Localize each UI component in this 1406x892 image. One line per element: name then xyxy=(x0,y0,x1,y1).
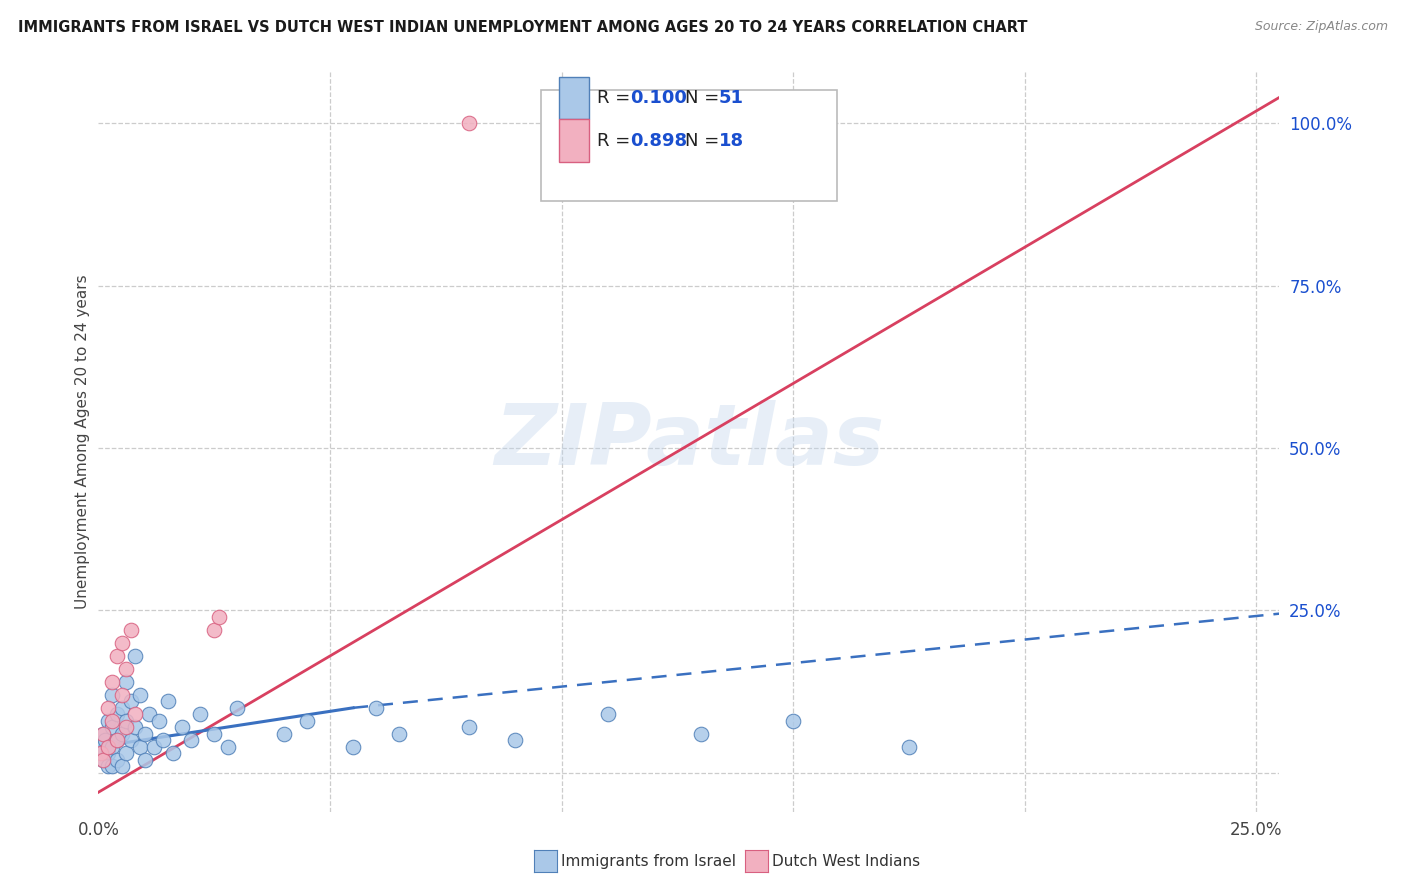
Text: R =: R = xyxy=(596,89,636,107)
Point xyxy=(366,701,388,715)
Point xyxy=(134,753,156,767)
Point xyxy=(115,714,138,728)
Point xyxy=(97,739,120,754)
Point xyxy=(342,739,364,754)
Point xyxy=(143,739,166,754)
Text: IMMIGRANTS FROM ISRAEL VS DUTCH WEST INDIAN UNEMPLOYMENT AMONG AGES 20 TO 24 YEA: IMMIGRANTS FROM ISRAEL VS DUTCH WEST IND… xyxy=(18,20,1028,35)
Point xyxy=(101,720,124,734)
Point xyxy=(152,733,174,747)
FancyBboxPatch shape xyxy=(560,120,589,162)
Point xyxy=(105,707,128,722)
Text: N =: N = xyxy=(685,132,725,150)
Point xyxy=(110,688,132,702)
Point xyxy=(226,701,249,715)
Point xyxy=(124,707,146,722)
Point xyxy=(124,720,146,734)
Point xyxy=(97,759,120,773)
Point xyxy=(458,116,481,130)
FancyBboxPatch shape xyxy=(541,90,837,201)
Point xyxy=(115,674,138,689)
Point xyxy=(170,720,193,734)
Y-axis label: Unemployment Among Ages 20 to 24 years: Unemployment Among Ages 20 to 24 years xyxy=(75,274,90,609)
Point xyxy=(180,733,202,747)
Point xyxy=(503,733,526,747)
Point xyxy=(91,753,114,767)
Point xyxy=(101,688,124,702)
Point xyxy=(596,707,619,722)
Point xyxy=(120,733,142,747)
Text: Immigrants from Israel: Immigrants from Israel xyxy=(561,855,735,869)
Point xyxy=(148,714,170,728)
Point xyxy=(273,727,295,741)
Point xyxy=(110,701,132,715)
Point xyxy=(101,759,124,773)
Point xyxy=(689,727,711,741)
Point xyxy=(105,733,128,747)
Point xyxy=(124,648,146,663)
Point xyxy=(156,694,179,708)
Point xyxy=(91,727,114,741)
Point xyxy=(110,636,132,650)
Text: R =: R = xyxy=(596,132,636,150)
Point xyxy=(897,739,920,754)
Text: 51: 51 xyxy=(718,89,744,107)
Point xyxy=(120,623,142,637)
Point xyxy=(134,727,156,741)
Text: ZIPatlas: ZIPatlas xyxy=(494,400,884,483)
Point xyxy=(91,753,114,767)
Text: Dutch West Indians: Dutch West Indians xyxy=(772,855,920,869)
Point xyxy=(94,733,117,747)
Point xyxy=(129,739,152,754)
Point xyxy=(120,694,142,708)
Text: 0.898: 0.898 xyxy=(630,132,688,150)
Point xyxy=(91,727,114,741)
Point xyxy=(115,662,138,676)
Point xyxy=(97,714,120,728)
FancyBboxPatch shape xyxy=(560,77,589,120)
Point xyxy=(458,720,481,734)
Point xyxy=(388,727,411,741)
Point xyxy=(105,648,128,663)
Point xyxy=(162,746,184,760)
Point xyxy=(90,746,112,760)
Point xyxy=(101,674,124,689)
Point xyxy=(188,707,211,722)
Point xyxy=(782,714,804,728)
Point xyxy=(202,727,225,741)
Text: 0.100: 0.100 xyxy=(630,89,686,107)
Point xyxy=(101,714,124,728)
Point xyxy=(105,753,128,767)
Point xyxy=(90,739,112,754)
Point xyxy=(295,714,318,728)
Point xyxy=(208,610,231,624)
Point xyxy=(129,688,152,702)
Point xyxy=(115,746,138,760)
Text: Source: ZipAtlas.com: Source: ZipAtlas.com xyxy=(1254,20,1388,33)
Point xyxy=(202,623,225,637)
Text: 18: 18 xyxy=(718,132,744,150)
Point xyxy=(105,733,128,747)
Point xyxy=(115,720,138,734)
Point xyxy=(110,759,132,773)
Point xyxy=(138,707,160,722)
Point xyxy=(110,727,132,741)
Text: N =: N = xyxy=(685,89,725,107)
Point xyxy=(101,739,124,754)
Point xyxy=(217,739,239,754)
Point xyxy=(97,701,120,715)
Point xyxy=(97,746,120,760)
